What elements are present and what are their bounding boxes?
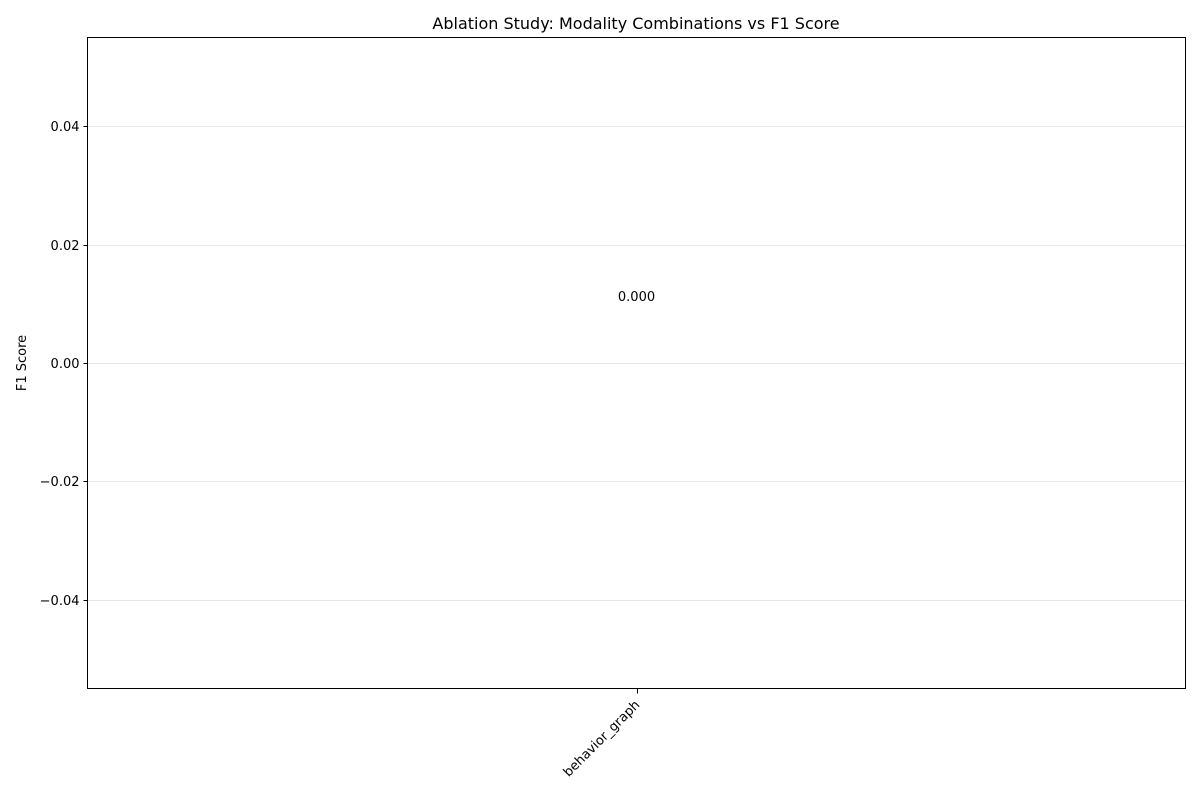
y-tick-label: 0.02	[51, 239, 80, 254]
y-axis-ticks: −0.04 −0.02 0.00 0.02 0.04	[40, 120, 88, 609]
y-tick-label: 0.00	[51, 357, 80, 372]
y-tick-label: −0.02	[40, 475, 80, 490]
data-labels: 0.000	[618, 290, 655, 305]
plot-area-frame	[87, 37, 1186, 689]
x-axis-ticks: behavior_graph	[561, 688, 643, 780]
chart-title: Ablation Study: Modality Combinations vs…	[432, 14, 839, 33]
y-tick-label: −0.04	[40, 594, 80, 609]
x-tick-label: behavior_graph	[561, 698, 643, 780]
gridlines	[87, 126, 1186, 601]
y-tick-label: 0.04	[51, 120, 80, 135]
bar-value-label: 0.000	[618, 290, 655, 305]
y-axis-label: F1 Score	[15, 335, 30, 391]
